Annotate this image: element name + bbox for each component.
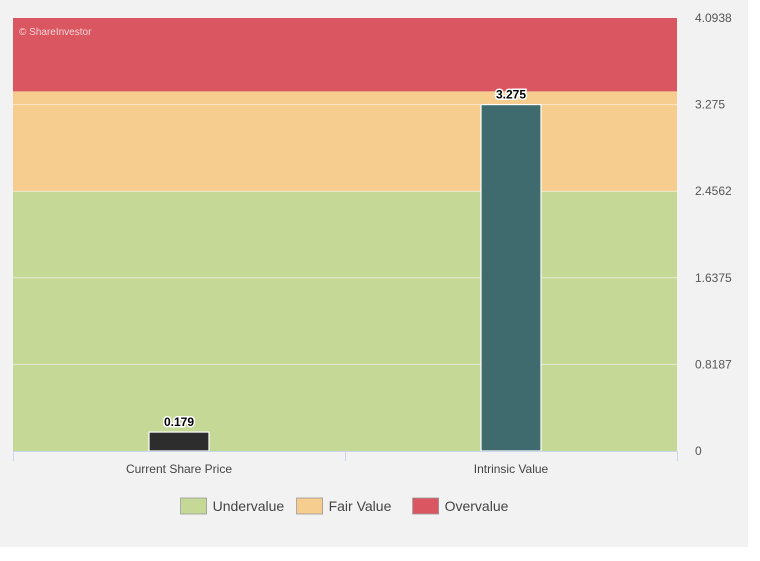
gridlines bbox=[13, 104, 677, 365]
y-tick-label: 0 bbox=[695, 444, 702, 458]
bar-current-share-price bbox=[148, 431, 210, 452]
legend-label: Fair Value bbox=[329, 498, 392, 514]
band-fair-value bbox=[13, 91, 677, 192]
legend-label: Undervalue bbox=[213, 498, 285, 514]
data-label: 3.275 bbox=[496, 88, 526, 102]
band-overvalue bbox=[13, 18, 677, 92]
y-tick-label: 1.6375 bbox=[695, 271, 732, 285]
legend-swatch bbox=[412, 497, 440, 515]
x-tick-label: Intrinsic Value bbox=[474, 462, 549, 476]
legend-item[interactable]: Fair Value bbox=[296, 497, 392, 515]
x-axis: Current Share Price Intrinsic Value bbox=[13, 451, 678, 476]
band-undervalue bbox=[13, 191, 677, 451]
legend-item[interactable]: Undervalue bbox=[180, 497, 285, 515]
y-tick-label: 3.275 bbox=[695, 98, 725, 112]
bars bbox=[148, 104, 542, 452]
y-tick-label: 0.8187 bbox=[695, 357, 732, 371]
y-tick-label: 2.4562 bbox=[695, 184, 732, 198]
data-labels: 0.179 3.275 bbox=[162, 86, 527, 430]
credit-text: © ShareInvestor bbox=[19, 27, 92, 38]
bar-intrinsic-value bbox=[480, 104, 542, 452]
data-label: 0.179 bbox=[164, 415, 194, 429]
x-tick-label: Current Share Price bbox=[126, 462, 232, 476]
y-tick-label: 4.0938 bbox=[695, 11, 732, 25]
legend-label: Overvalue bbox=[445, 498, 509, 514]
valuation-bands bbox=[13, 18, 677, 451]
legend-swatch bbox=[296, 497, 324, 515]
legend[interactable]: Undervalue Fair Value Overvalue bbox=[180, 497, 509, 515]
y-axis-ticks: 0 0.8187 1.6375 2.4562 3.275 4.0938 bbox=[695, 11, 732, 458]
legend-item[interactable]: Overvalue bbox=[412, 497, 509, 515]
legend-swatch bbox=[180, 497, 208, 515]
